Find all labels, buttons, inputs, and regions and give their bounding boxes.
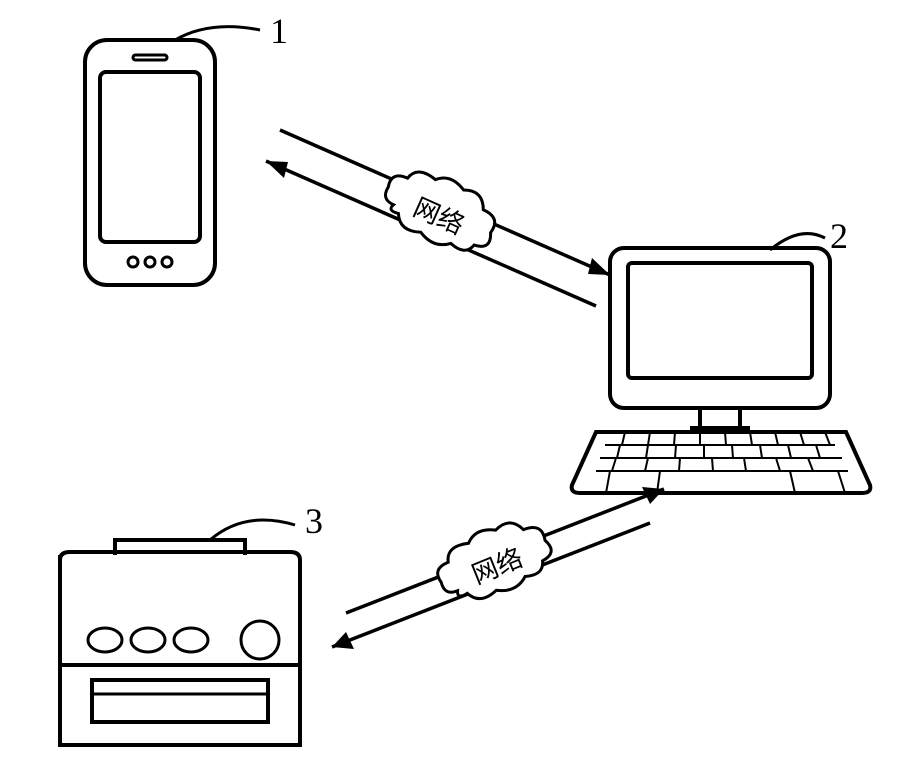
phone-node — [85, 27, 260, 285]
edge-computer-printer: 网络 — [332, 487, 664, 649]
label-3: 3 — [305, 500, 323, 542]
edge-phone-computer: 网络 — [266, 130, 610, 306]
label-2: 2 — [830, 215, 848, 257]
computer-node — [572, 234, 871, 493]
printer-node — [60, 520, 300, 745]
label-1: 1 — [270, 10, 288, 52]
diagram-canvas: 网络 网络 — [0, 0, 905, 779]
